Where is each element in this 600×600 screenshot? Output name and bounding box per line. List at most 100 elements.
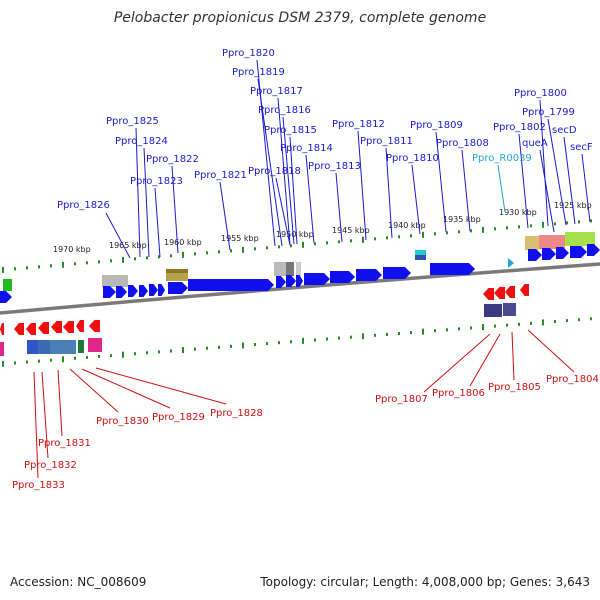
genome-backbone	[0, 262, 600, 315]
forward-gene[interactable]	[286, 275, 296, 287]
feature-box[interactable]	[296, 262, 301, 276]
forward-gene[interactable]	[330, 271, 355, 283]
reverse-gene[interactable]	[14, 323, 24, 335]
reverse-gene[interactable]	[38, 322, 49, 334]
feature-box[interactable]	[539, 235, 565, 249]
label-leader-line	[81, 368, 171, 409]
reverse-gene[interactable]	[26, 323, 36, 335]
forward-gene[interactable]	[296, 275, 303, 287]
forward-gene-label[interactable]: Ppro_1813	[308, 161, 361, 172]
forward-gene[interactable]	[587, 244, 600, 256]
forward-gene[interactable]	[383, 267, 411, 279]
forward-gene-label[interactable]: Ppro_1821	[194, 170, 247, 181]
forward-gene[interactable]	[139, 285, 148, 297]
forward-gene-label[interactable]: secF	[570, 142, 593, 153]
forward-gene[interactable]	[430, 263, 475, 275]
feature-box[interactable]	[27, 340, 38, 354]
forward-gene-label[interactable]: Ppro_1802	[493, 122, 546, 133]
feature-box[interactable]	[102, 275, 128, 287]
feature-box[interactable]	[38, 340, 50, 354]
feature-box[interactable]	[415, 250, 426, 255]
forward-gene[interactable]	[570, 246, 587, 258]
forward-gene-label[interactable]: queA	[522, 138, 548, 149]
reverse-gene[interactable]	[63, 321, 74, 333]
accession-text: Accession: NC_008609	[10, 575, 147, 589]
reverse-gene[interactable]	[0, 323, 4, 335]
forward-gene[interactable]	[116, 286, 127, 298]
reverse-gene[interactable]	[76, 320, 84, 332]
reverse-gene-label[interactable]: Ppro_1806	[432, 388, 485, 399]
reverse-gene-label[interactable]: Ppro_1807	[375, 394, 428, 405]
feature-box[interactable]	[78, 340, 84, 353]
reverse-gene-label[interactable]: Ppro_1831	[38, 438, 91, 449]
forward-gene-label[interactable]: Ppro_1825	[106, 116, 159, 127]
forward-gene-label[interactable]: Ppro_1815	[264, 125, 317, 136]
feature-box[interactable]	[274, 262, 286, 276]
feature-box[interactable]	[484, 304, 502, 317]
forward-gene[interactable]	[356, 269, 382, 281]
forward-features	[3, 232, 595, 291]
forward-gene[interactable]	[149, 284, 158, 296]
forward-gene-label[interactable]: Ppro_1814	[280, 143, 333, 154]
forward-gene-label[interactable]: Ppro_1820	[222, 48, 275, 59]
forward-gene-label[interactable]: Ppro_1823	[130, 176, 183, 187]
forward-gene-label[interactable]: secD	[552, 125, 577, 136]
forward-gene[interactable]	[168, 282, 188, 294]
forward-gene[interactable]	[304, 273, 330, 285]
forward-gene[interactable]	[158, 284, 165, 296]
feature-box[interactable]	[525, 236, 539, 250]
forward-gene[interactable]	[556, 247, 569, 259]
reverse-gene[interactable]	[505, 286, 515, 298]
label-leader-line	[563, 136, 576, 225]
feature-box[interactable]	[3, 279, 12, 291]
forward-gene-label[interactable]: Ppro_1816	[258, 105, 311, 116]
forward-gene-label[interactable]: Ppro_1822	[146, 154, 199, 165]
forward-gene-label[interactable]: Ppro_1800	[514, 88, 567, 99]
forward-gene-label[interactable]: Ppro_1811	[360, 136, 413, 147]
reverse-gene[interactable]	[520, 284, 529, 296]
feature-box[interactable]	[50, 340, 76, 354]
tick-mark	[134, 352, 136, 356]
reverse-gene-label[interactable]: Ppro_1805	[488, 382, 541, 393]
forward-gene[interactable]	[542, 248, 556, 260]
forward-gene-label[interactable]: Ppro_R0039	[472, 153, 532, 164]
reverse-gene-label[interactable]: Ppro_1833	[12, 480, 65, 491]
reverse-gene-label[interactable]: Ppro_1828	[210, 408, 263, 419]
reverse-gene[interactable]	[483, 288, 494, 300]
forward-gene-label[interactable]: Ppro_1819	[232, 67, 285, 78]
scale-label: 1940 kbp	[388, 221, 426, 230]
forward-gene-label[interactable]: Ppro_1799	[522, 107, 575, 118]
forward-gene[interactable]	[0, 291, 12, 303]
feature-box[interactable]	[166, 269, 188, 273]
forward-gene-label[interactable]: Ppro_1808	[436, 138, 489, 149]
forward-gene[interactable]	[103, 286, 116, 298]
reverse-gene[interactable]	[494, 287, 505, 299]
feature-box[interactable]	[286, 262, 294, 276]
feature-box[interactable]	[565, 232, 595, 246]
feature-box[interactable]	[503, 303, 516, 316]
feature-box[interactable]	[88, 338, 102, 352]
reverse-gene[interactable]	[89, 320, 100, 332]
feature-box[interactable]	[0, 342, 4, 356]
forward-gene-label[interactable]: Ppro_1817	[250, 86, 303, 97]
reverse-gene-label[interactable]: Ppro_1829	[152, 412, 205, 423]
feature-box[interactable]	[415, 255, 426, 260]
forward-gene[interactable]	[188, 279, 274, 291]
forward-gene-label[interactable]: Ppro_1824	[115, 136, 168, 147]
forward-gene-label[interactable]: Ppro_1812	[332, 119, 385, 130]
reverse-gene-label[interactable]: Ppro_1830	[96, 416, 149, 427]
forward-gene-label[interactable]: Ppro_1809	[410, 120, 463, 131]
scale-label: 1970 kbp	[53, 245, 91, 254]
forward-gene[interactable]	[276, 276, 286, 288]
forward-gene[interactable]	[528, 249, 542, 261]
forward-gene-label[interactable]: Ppro_1826	[57, 200, 110, 211]
reverse-gene[interactable]	[51, 321, 62, 333]
forward-gene-label[interactable]: Ppro_1810	[386, 153, 439, 164]
label-leader-line	[282, 116, 295, 245]
forward-gene[interactable]	[128, 285, 138, 297]
reverse-gene-label[interactable]: Ppro_1804	[546, 374, 599, 385]
reverse-gene-label[interactable]: Ppro_1832	[24, 460, 77, 471]
forward-gene-label[interactable]: Ppro_1818	[248, 166, 301, 177]
rna-gene[interactable]	[508, 258, 514, 268]
